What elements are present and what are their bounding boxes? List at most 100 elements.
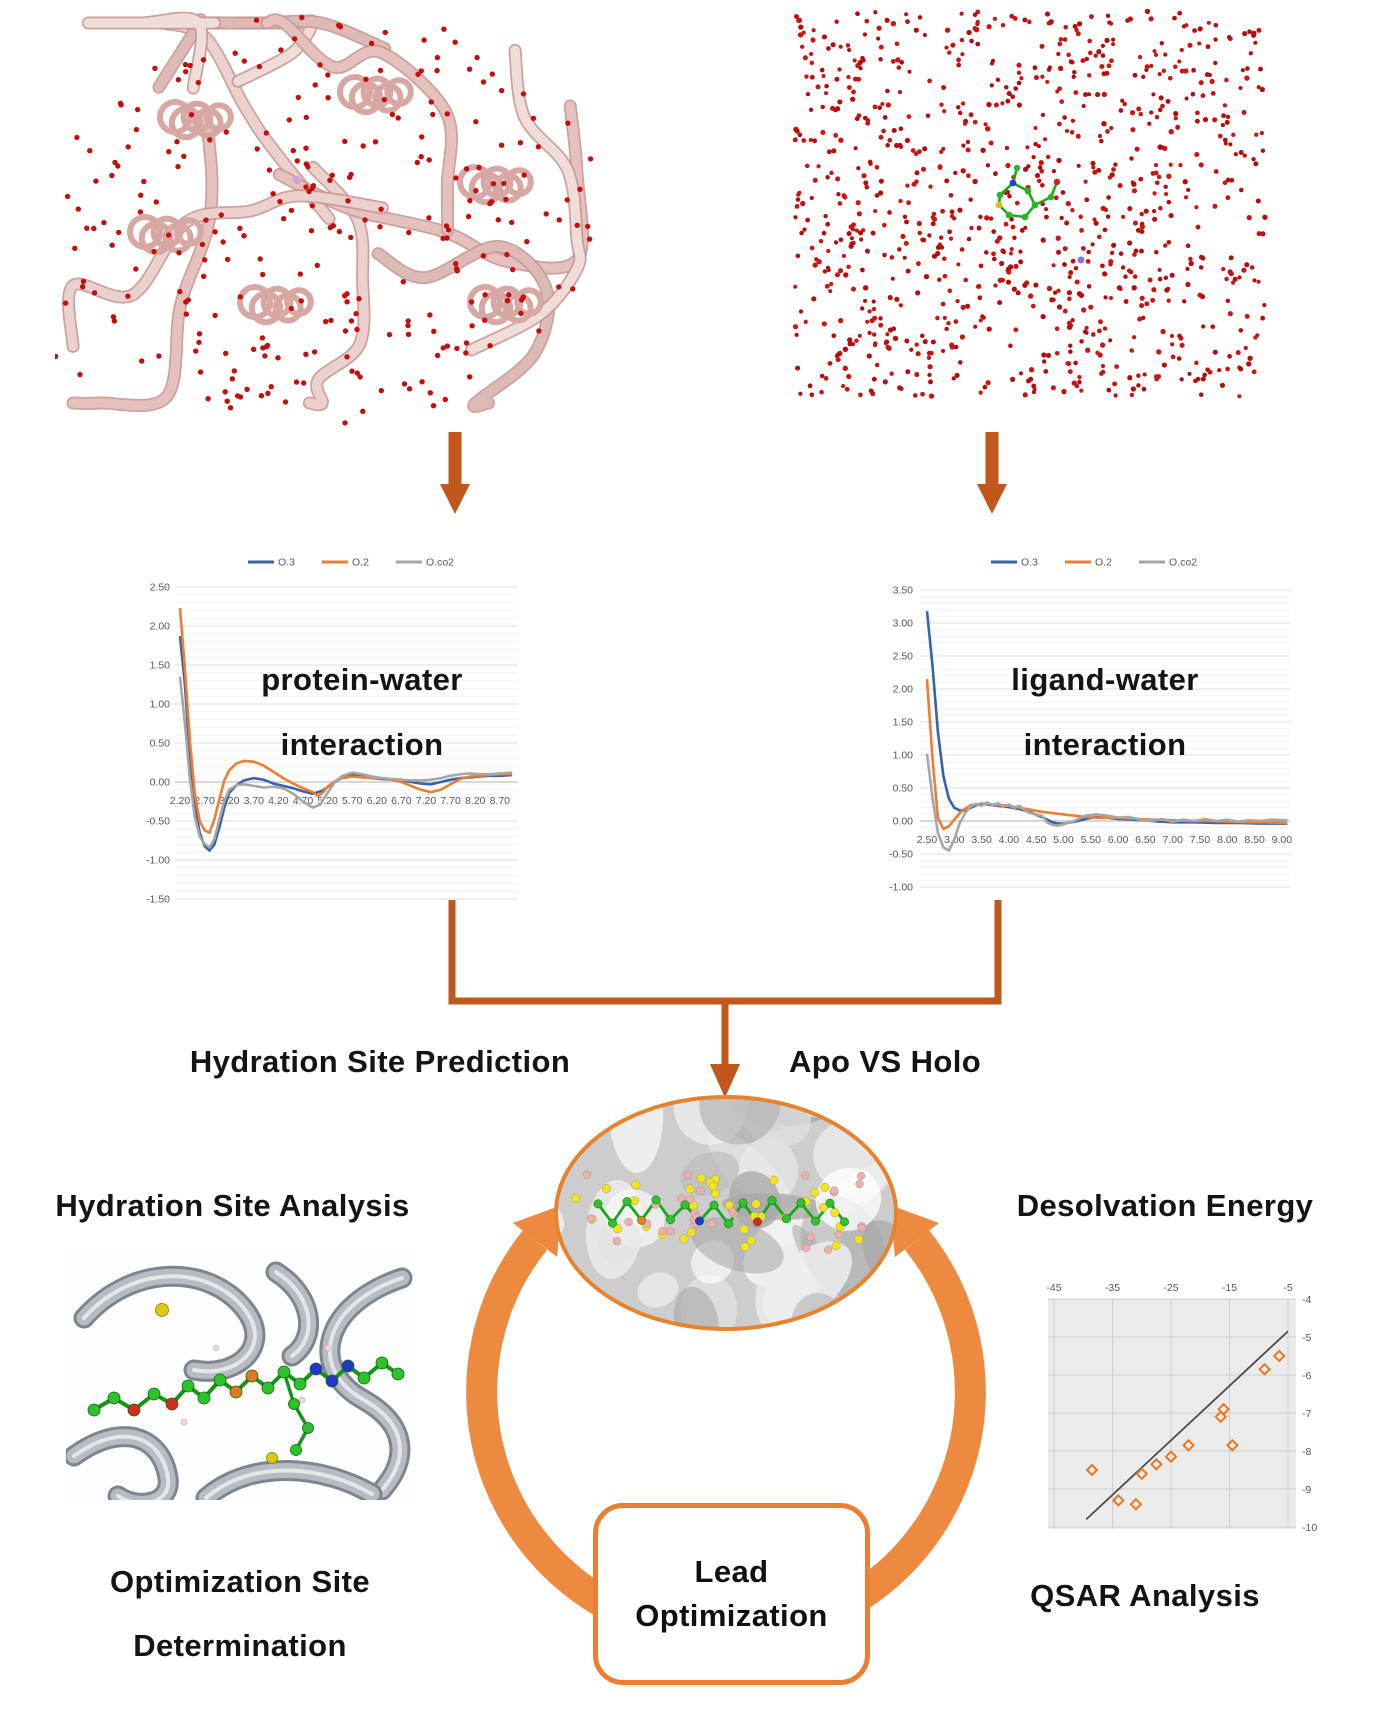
- lead-box-line2: Optimization: [635, 1598, 828, 1633]
- y-tick-label: -0.50: [889, 849, 913, 861]
- x-tick-label: 8.50: [1244, 834, 1265, 846]
- x-tick-label: 8.70: [490, 795, 511, 807]
- scatter-point: [1258, 1362, 1272, 1376]
- chart-overlay-title-line1: ligand-water: [1011, 662, 1198, 697]
- x-tick-label: 6.70: [391, 795, 412, 807]
- scatter-point: [1272, 1349, 1286, 1363]
- binding-site-surface-ellipse: [554, 1095, 898, 1331]
- lead-box-line1: Lead: [694, 1554, 769, 1589]
- x-tick-label: 2.70: [194, 795, 215, 807]
- series-line-O.2: [178, 607, 513, 834]
- hydration-site-prediction-label: Hydration Site Prediction: [189, 1044, 571, 1079]
- protein-water-rdf-chart: 2.50 2.00 1.50 1.00 0.50 0.00 -0.50 -1.00 -1.50 2…: [146, 557, 518, 906]
- lead-optimization-box: Lead Optimization: [593, 1503, 870, 1685]
- hydration-site-analysis-label: Hydration Site Analysis: [55, 1188, 410, 1223]
- y-tick-label: 2.00: [150, 621, 171, 633]
- legend-label: O.2: [352, 557, 369, 569]
- scatter-point: [1085, 1463, 1099, 1477]
- x-tick-label: 8.20: [465, 795, 486, 807]
- y-tick-label: 3.00: [893, 618, 914, 630]
- scatter-y-tick-label: -8: [1302, 1446, 1311, 1458]
- x-tick-label: 5.70: [342, 795, 363, 807]
- chart-overlay-title-line2: interaction: [281, 727, 444, 762]
- y-tick-label: -0.50: [146, 816, 170, 828]
- y-tick-label: 3.50: [893, 585, 914, 597]
- x-tick-label: 3.50: [971, 834, 992, 846]
- scatter-trendline: [1085, 1330, 1289, 1521]
- ligand-water-box-image: [792, 8, 1268, 399]
- y-tick-label: 0.50: [150, 738, 171, 750]
- hydration-site-structure-image: [66, 1252, 416, 1500]
- legend-label: O.3: [1021, 557, 1038, 569]
- x-tick-label: 6.00: [1108, 834, 1129, 846]
- legend-label: O.2: [1095, 557, 1112, 569]
- legend-label: O.co2: [426, 557, 454, 569]
- scatter-y-tick-label: -9: [1302, 1484, 1311, 1496]
- scatter-x-tick-label: -45: [1046, 1282, 1061, 1294]
- y-tick-label: 1.50: [150, 660, 171, 672]
- series-line-O.co2: [178, 676, 513, 849]
- x-tick-label: 9.00: [1272, 834, 1293, 846]
- x-tick-label: 5.00: [1053, 834, 1074, 846]
- scatter-point: [1214, 1410, 1228, 1424]
- x-tick-label: 3.70: [244, 795, 265, 807]
- y-tick-label: 2.50: [893, 651, 914, 663]
- ligand-water-rdf-chart: 3.50 3.00 2.50 2.00 1.50 1.00 0.50 0.00 -0.50 -1.…: [889, 557, 1293, 894]
- legend-label: O.co2: [1169, 557, 1197, 569]
- x-tick-label: 5.20: [317, 795, 338, 807]
- chart-overlay-title-line1: protein-water: [261, 662, 463, 697]
- scatter-point: [1225, 1438, 1239, 1452]
- y-tick-label: 0.00: [150, 777, 171, 789]
- desolvation-energy-label: Desolvation Energy: [1016, 1188, 1314, 1223]
- x-tick-label: 8.00: [1217, 834, 1238, 846]
- x-tick-label: 7.50: [1190, 834, 1211, 846]
- series-line-O.3: [178, 635, 513, 852]
- scatter-point: [1135, 1467, 1149, 1481]
- series-line-O.2: [925, 679, 1288, 831]
- x-tick-label: 4.00: [999, 834, 1020, 846]
- y-tick-label: 1.50: [893, 717, 914, 729]
- y-tick-label: 1.00: [150, 699, 171, 711]
- scatter-point: [1164, 1450, 1178, 1464]
- optimization-site-label-line2: Determination: [133, 1628, 347, 1663]
- y-tick-label: 0.50: [893, 783, 914, 795]
- x-tick-label: 2.20: [170, 795, 191, 807]
- qsar-analysis-label: QSAR Analysis: [1030, 1578, 1260, 1613]
- desolvation-energy-scatter-chart: -45 -35 -25 -15 -5 -4 -5 -6 -7 -8 -9 -10: [1046, 1282, 1317, 1534]
- optimization-site-label-line1: Optimization Site: [110, 1564, 370, 1599]
- legend-label: O.3: [278, 557, 295, 569]
- y-tick-label: 0.00: [893, 816, 914, 828]
- x-tick-label: 6.50: [1135, 834, 1156, 846]
- y-tick-label: -1.00: [889, 882, 913, 894]
- scatter-y-tick-label: -5: [1302, 1332, 1311, 1344]
- scatter-point: [1111, 1493, 1125, 1507]
- down-arrow-icon: [977, 484, 1007, 514]
- y-tick-label: 2.00: [893, 684, 914, 696]
- x-tick-label: 6.20: [367, 795, 388, 807]
- y-tick-label: -1.00: [146, 855, 170, 867]
- scatter-y-tick-label: -7: [1302, 1408, 1311, 1420]
- series-line-O.co2: [925, 753, 1288, 852]
- x-tick-label: 4.50: [1026, 834, 1047, 846]
- scatter-point: [1182, 1438, 1195, 1452]
- y-tick-label: 2.50: [150, 582, 171, 594]
- chart-overlay-title-line2: interaction: [1024, 727, 1187, 762]
- apo-protein-hydration-image: [55, 11, 594, 426]
- chart-legend: O.3 O.2 O.co2: [991, 557, 1197, 569]
- scatter-point: [1149, 1457, 1163, 1471]
- x-tick-label: 4.20: [268, 795, 289, 807]
- apo-vs-holo-label: Apo VS Holo: [788, 1044, 982, 1079]
- scatter-x-tick-label: -25: [1163, 1282, 1178, 1294]
- x-tick-label: 7.20: [416, 795, 437, 807]
- scatter-y-tick-label: -4: [1302, 1294, 1311, 1306]
- down-arrow-icon: [440, 484, 470, 514]
- y-tick-label: -1.50: [146, 894, 170, 906]
- x-tick-label: 7.70: [440, 795, 461, 807]
- scatter-x-tick-label: -15: [1222, 1282, 1237, 1294]
- scatter-x-tick-label: -5: [1283, 1282, 1292, 1294]
- y-tick-label: 1.00: [893, 750, 914, 762]
- x-tick-label: 7.00: [1162, 834, 1183, 846]
- scatter-plot-area: [1048, 1299, 1296, 1529]
- scatter-y-tick-label: -10: [1302, 1522, 1317, 1534]
